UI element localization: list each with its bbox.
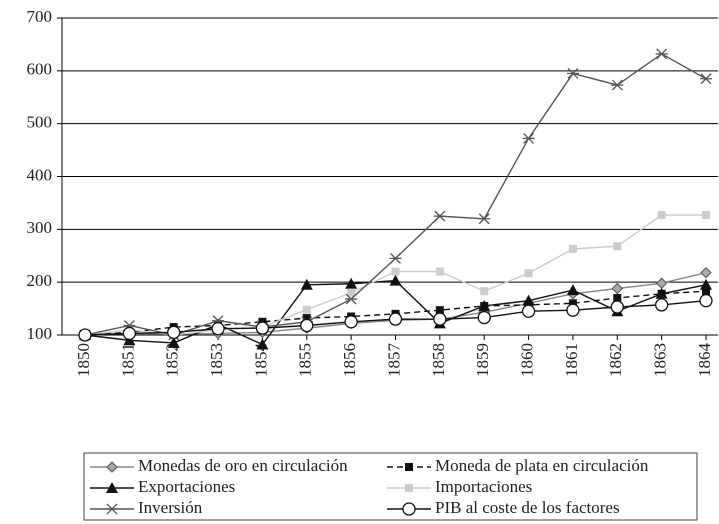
data-point [699, 294, 713, 308]
data-point [655, 277, 668, 289]
legend-marker [106, 503, 118, 515]
data-point [522, 294, 535, 306]
data-point [478, 299, 491, 311]
data-point [435, 306, 444, 315]
legend-label: Exportaciones [138, 477, 235, 496]
x-tick-label: 1864 [695, 343, 714, 378]
data-point [388, 312, 403, 326]
data-point [256, 338, 269, 350]
data-point [391, 267, 400, 276]
y-tick-label: 300 [27, 218, 53, 237]
data-point [522, 133, 535, 144]
legend-marker [106, 482, 118, 493]
data-point [700, 266, 712, 279]
data-point [566, 68, 579, 79]
series-line [84, 53, 707, 336]
data-point [566, 284, 579, 296]
legend-label: Moneda de plata en circulación [435, 456, 649, 475]
y-tick-label: 500 [27, 113, 53, 132]
data-point [255, 321, 270, 335]
x-tick-label: 1856 [340, 343, 359, 377]
data-point [477, 310, 491, 325]
data-point [568, 299, 577, 308]
data-point [702, 287, 710, 296]
legend-marker [405, 484, 413, 492]
data-point [345, 277, 358, 289]
data-point [435, 267, 444, 276]
y-tick-label: 600 [27, 60, 53, 79]
legend-symbol [402, 502, 416, 516]
legend-marker [405, 463, 413, 471]
data-point [122, 326, 137, 341]
data-point [167, 325, 181, 340]
legend-label: Inversión [138, 498, 203, 517]
data-point [654, 298, 669, 312]
data-point [611, 79, 624, 91]
data-point [211, 322, 225, 336]
x-tick-label: 1861 [562, 343, 581, 377]
data-point [610, 300, 624, 314]
data-point [613, 294, 622, 303]
legend-symbol [106, 482, 118, 493]
x-tick-label: 1858 [429, 343, 448, 377]
y-tick-label: 200 [27, 271, 53, 290]
x-tick-label: 1850 [74, 343, 93, 377]
data-point [521, 304, 536, 318]
data-point [611, 282, 623, 295]
x-tick-label: 1860 [517, 343, 536, 377]
data-point [524, 269, 533, 278]
data-point [345, 293, 358, 305]
data-point [655, 48, 668, 60]
data-point [347, 288, 356, 297]
x-tick-label: 1859 [473, 343, 492, 377]
data-point [478, 213, 491, 225]
data-point [613, 242, 622, 251]
x-tick-label: 1857 [384, 343, 403, 378]
x-tick-label: 1851 [118, 343, 137, 377]
data-point [657, 211, 666, 220]
data-point [480, 287, 489, 296]
data-point [433, 312, 447, 326]
x-tick-label: 1853 [207, 343, 226, 377]
legend-symbol [405, 463, 413, 471]
x-tick-label: 1852 [163, 343, 182, 377]
data-point [302, 314, 311, 323]
y-tick-label: 100 [27, 324, 53, 343]
legend-label: Importaciones [435, 477, 532, 496]
data-point [167, 336, 180, 348]
legend-symbol [106, 503, 118, 515]
data-point [433, 210, 446, 222]
data-point [389, 252, 402, 264]
data-point [344, 315, 358, 329]
legend-label: Monedas de oro en circulación [138, 456, 348, 475]
data-point [302, 305, 311, 314]
data-point [300, 318, 314, 333]
data-point [655, 287, 668, 299]
data-point [700, 278, 712, 290]
data-point [702, 211, 710, 220]
x-tick-label: 1863 [651, 343, 670, 377]
data-point [566, 303, 580, 317]
data-point [300, 278, 313, 290]
y-tick-label: 400 [27, 165, 53, 184]
x-tick-label: 1854 [251, 343, 270, 378]
legend-symbol [405, 484, 413, 492]
data-point [78, 328, 92, 342]
data-point [700, 73, 712, 85]
x-tick-label: 1862 [606, 343, 625, 377]
data-point [389, 274, 402, 286]
x-tick-label: 1855 [296, 343, 315, 377]
legend-marker [402, 502, 416, 516]
data-point [568, 244, 577, 253]
legend-marker [106, 461, 118, 473]
legend-symbol [106, 461, 118, 473]
legend-label: PIB al coste de los factores [435, 498, 620, 517]
y-tick-label: 700 [27, 7, 53, 26]
